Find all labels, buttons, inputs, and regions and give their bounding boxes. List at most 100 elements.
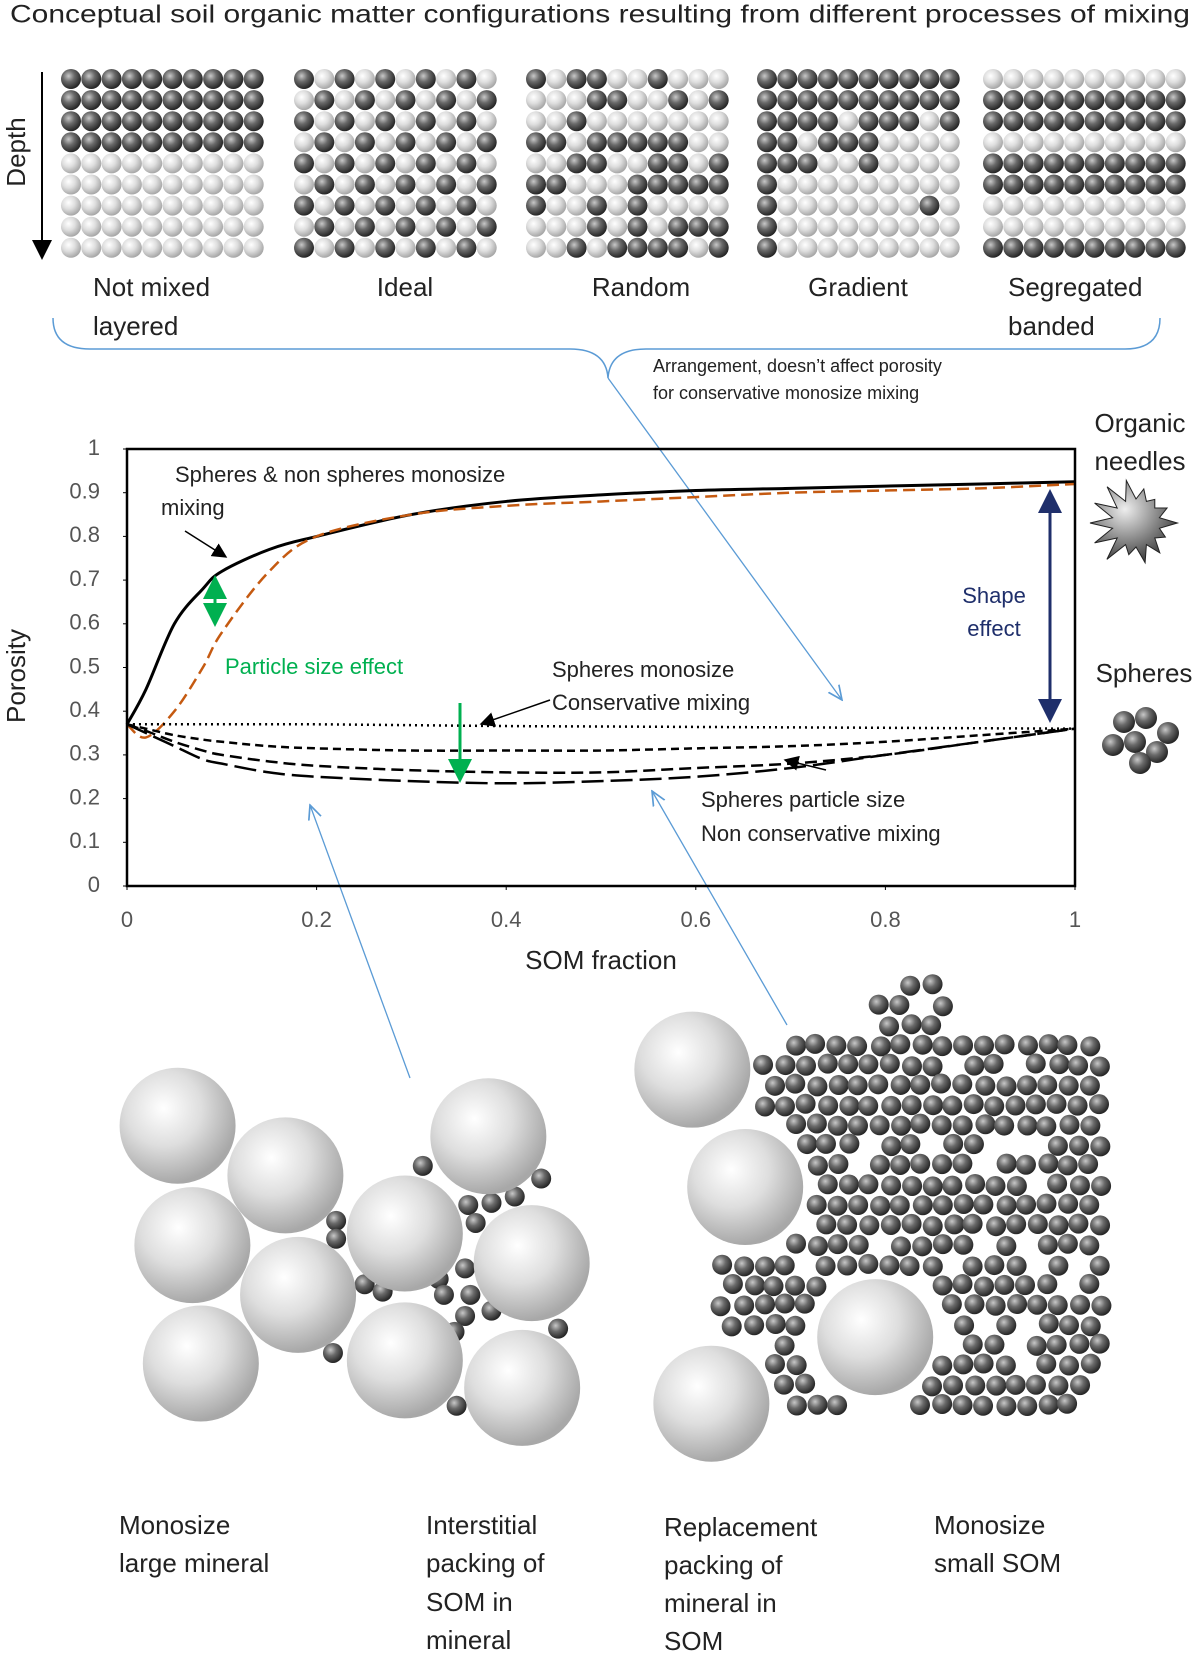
sphere <box>294 216 314 237</box>
sphere <box>433 1284 454 1305</box>
sphere <box>627 237 648 258</box>
sphere <box>983 69 1003 89</box>
title: Conceptual soil organic matter configura… <box>10 1 1190 29</box>
sphere <box>1037 1234 1058 1255</box>
sphere <box>294 69 314 89</box>
sphere <box>81 195 102 216</box>
sphere <box>963 1134 984 1155</box>
sphere <box>182 174 203 195</box>
sphere <box>939 132 960 153</box>
sphere <box>243 90 264 111</box>
packing-label: Replacement <box>664 1512 818 1542</box>
sphere <box>757 216 777 237</box>
sphere <box>806 1194 827 1215</box>
sphere <box>899 216 920 237</box>
sphere <box>953 1234 974 1255</box>
sphere <box>223 237 244 258</box>
sphere <box>858 1054 879 1075</box>
sphere <box>795 1093 816 1114</box>
sphere <box>334 111 355 132</box>
sphere <box>203 195 224 216</box>
sphere <box>994 1034 1015 1055</box>
sphere <box>734 1256 755 1277</box>
sphere <box>566 90 587 111</box>
sphere <box>162 174 183 195</box>
sphere <box>243 195 264 216</box>
sphere <box>61 90 81 111</box>
sphere <box>1145 132 1166 153</box>
sphere <box>889 994 910 1015</box>
annotation: Spheres particle size <box>701 787 905 812</box>
sphere <box>1057 1393 1078 1414</box>
sphere <box>1080 1036 1101 1057</box>
sphere <box>939 153 960 174</box>
sphere <box>932 1036 953 1057</box>
sphere <box>1084 153 1105 174</box>
sphere <box>586 174 607 195</box>
sphere <box>922 1256 943 1277</box>
sphere <box>1104 195 1125 216</box>
sphere <box>243 153 264 174</box>
sphere <box>985 1295 1006 1316</box>
sphere <box>827 1395 848 1416</box>
sphere <box>1125 216 1146 237</box>
sphere <box>314 111 335 132</box>
sphere <box>436 216 457 237</box>
sphere <box>1125 111 1146 132</box>
annotation-arrow <box>184 530 228 558</box>
sphere <box>1036 1193 1057 1214</box>
sphere <box>101 195 122 216</box>
sphere <box>910 1074 931 1095</box>
sphere <box>858 1174 879 1195</box>
series-line <box>126 722 1076 730</box>
sphere <box>1026 1335 1047 1356</box>
sphere <box>647 132 668 153</box>
sphere <box>446 1395 467 1416</box>
sphere <box>627 216 648 237</box>
sphere <box>994 1115 1015 1136</box>
sphere <box>919 111 940 132</box>
side-label: Organic <box>1094 408 1185 438</box>
sphere <box>996 1195 1017 1216</box>
sphere <box>777 90 798 111</box>
sphere <box>983 1053 1004 1074</box>
sphere <box>182 195 203 216</box>
sphere <box>586 195 607 216</box>
sphere <box>919 216 940 237</box>
sphere <box>415 174 436 195</box>
sphere <box>162 90 183 111</box>
sphere <box>1165 69 1186 89</box>
sphere <box>548 1318 569 1339</box>
sphere <box>889 1195 910 1216</box>
annotation: Shape <box>962 583 1026 608</box>
sphere <box>101 69 122 89</box>
sphere <box>919 132 940 153</box>
y-tick-label: 0.9 <box>69 479 100 504</box>
sphere <box>1064 153 1085 174</box>
sphere <box>777 153 798 174</box>
sphere <box>334 69 355 89</box>
sphere <box>1025 1094 1046 1115</box>
sphere <box>415 111 436 132</box>
sphere <box>61 69 81 89</box>
sphere <box>1165 153 1186 174</box>
sphere <box>919 90 940 111</box>
sphere <box>708 111 729 132</box>
packing-label: large mineral <box>119 1548 269 1578</box>
sphere <box>142 90 163 111</box>
sphere <box>777 237 798 258</box>
sphere <box>985 1175 1006 1196</box>
sphere <box>354 237 375 258</box>
sphere <box>1005 1095 1026 1116</box>
sphere <box>223 111 244 132</box>
sphere <box>708 174 729 195</box>
sphere <box>436 195 457 216</box>
sphere <box>986 1216 1007 1237</box>
sphere <box>334 90 355 111</box>
sphere <box>1129 752 1151 774</box>
sphere <box>1006 1175 1027 1196</box>
sphere <box>81 90 102 111</box>
sphere <box>688 237 709 258</box>
sphere <box>1145 111 1166 132</box>
